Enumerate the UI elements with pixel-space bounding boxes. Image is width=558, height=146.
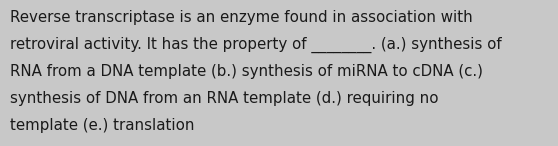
Text: template (e.) translation: template (e.) translation — [10, 118, 195, 133]
Text: Reverse transcriptase is an enzyme found in association with: Reverse transcriptase is an enzyme found… — [10, 10, 473, 25]
Text: synthesis of DNA from an RNA template (d.) requiring no: synthesis of DNA from an RNA template (d… — [10, 91, 439, 106]
Text: retroviral activity. It has the property of ________. (a.) synthesis of: retroviral activity. It has the property… — [10, 37, 502, 53]
Text: RNA from a DNA template (b.) synthesis of miRNA to cDNA (c.): RNA from a DNA template (b.) synthesis o… — [10, 64, 483, 79]
